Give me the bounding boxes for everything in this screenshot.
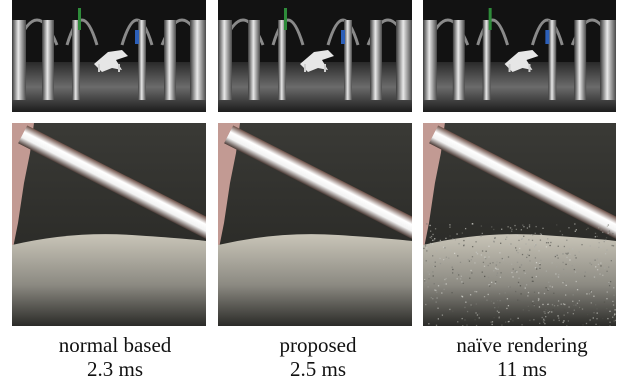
caption-time: 2.3 ms: [12, 357, 218, 381]
caption-method: naïve rendering: [419, 333, 625, 357]
figure-grid: [12, 0, 616, 326]
caption-time: 11 ms: [419, 357, 625, 381]
zoom-crop-proposed: [218, 123, 412, 326]
caption-method: normal based: [12, 333, 218, 357]
caption-time: 2.5 ms: [215, 357, 421, 381]
scene-render-normal-based: [12, 0, 206, 112]
zoom-crop-normal-based: [12, 123, 206, 326]
caption-naive: naïve rendering 11 ms: [419, 333, 625, 381]
caption-normal-based: normal based 2.3 ms: [12, 333, 218, 381]
caption-method: proposed: [215, 333, 421, 357]
scene-render-naive: [423, 0, 616, 112]
zoom-crop-naive: [423, 123, 616, 326]
scene-render-proposed: [218, 0, 412, 112]
caption-proposed: proposed 2.5 ms: [215, 333, 421, 381]
